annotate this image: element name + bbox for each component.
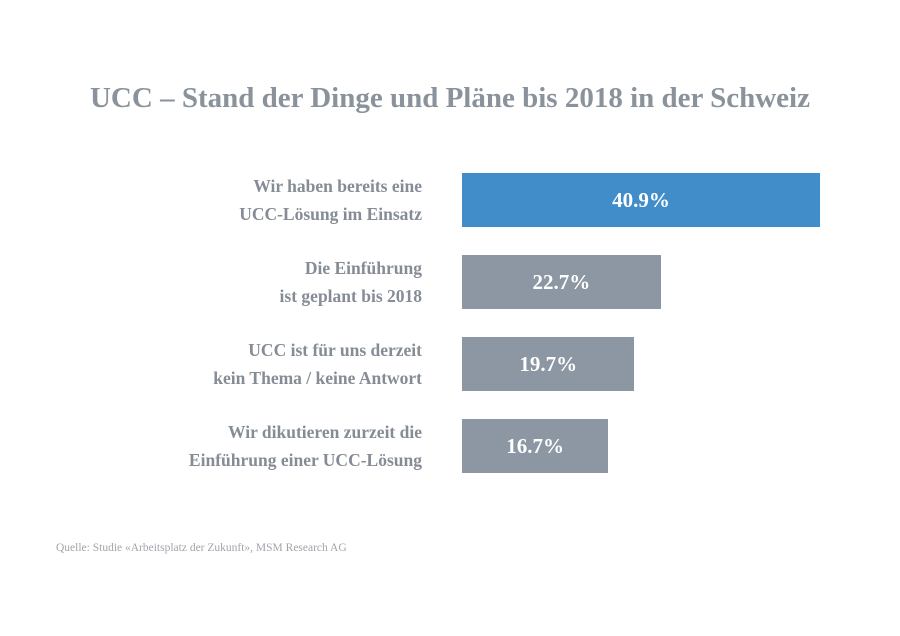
- bar: [462, 173, 820, 227]
- bar: [462, 337, 635, 391]
- category-label: UCC ist für uns derzeit kein Thema / kein…: [122, 336, 422, 392]
- category-label: Wir haben bereits eine UCC-Lösung im Eins…: [122, 172, 422, 228]
- category-label-line: Wir dikutieren zurzeit die: [228, 422, 422, 442]
- category-label-line: Wir haben bereits eine: [253, 176, 422, 196]
- category-label-line: ist geplant bis 2018: [279, 286, 422, 306]
- category-label-line: kein Thema / keine Antwort: [213, 368, 422, 388]
- bar: [462, 419, 609, 473]
- bar: [462, 255, 661, 309]
- category-label: Die Einführung ist geplant bis 2018: [122, 254, 422, 310]
- data-label: 22.7%: [532, 270, 591, 294]
- source-note: Quelle: Studie «Arbeitsplatz der Zukunft…: [56, 542, 347, 554]
- category-label-line: UCC-Lösung im Einsatz: [239, 204, 422, 224]
- chart-title: UCC – Stand der Dinge und Pläne bis 2018…: [89, 82, 810, 114]
- data-label: 19.7%: [519, 352, 578, 376]
- category-label-line: Einführung einer UCC-Lösung: [188, 450, 422, 470]
- category-label-line: UCC ist für uns derzeit: [248, 340, 422, 360]
- data-label: 40.9%: [612, 188, 670, 212]
- category-label-line: Die Einführung: [304, 258, 422, 278]
- data-label: 16.7%: [506, 434, 564, 458]
- category-label: Wir dikutieren zurzeit die Einführung ein…: [122, 418, 422, 474]
